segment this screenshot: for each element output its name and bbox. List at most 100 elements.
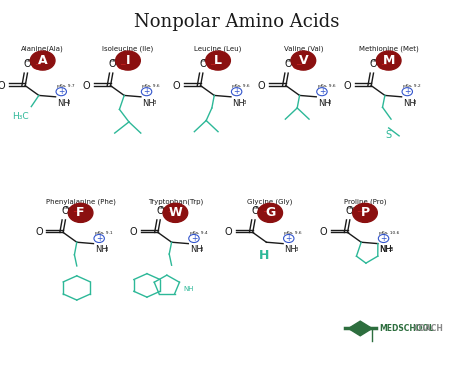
Text: NH: NH	[57, 99, 70, 108]
Text: Alanine(Ala): Alanine(Ala)	[21, 46, 64, 52]
Text: 3: 3	[389, 247, 393, 251]
Text: NH: NH	[379, 246, 392, 254]
Text: NH: NH	[284, 246, 297, 254]
Text: O: O	[62, 206, 69, 215]
Text: pKa, 9.7: pKa, 9.7	[57, 84, 74, 88]
Text: O: O	[284, 59, 292, 69]
Text: +: +	[285, 234, 292, 243]
Polygon shape	[348, 321, 372, 336]
Text: +: +	[96, 234, 102, 243]
Text: O: O	[0, 81, 5, 91]
Text: +: +	[58, 87, 64, 96]
Text: −: −	[356, 207, 363, 216]
Circle shape	[353, 203, 377, 222]
Circle shape	[30, 51, 55, 70]
Circle shape	[189, 235, 199, 243]
Text: −: −	[210, 61, 216, 69]
Text: O: O	[370, 59, 377, 69]
Circle shape	[163, 203, 188, 222]
Text: O: O	[173, 81, 180, 91]
Text: NH: NH	[142, 99, 155, 108]
Text: pKa, 1.8: pKa, 1.8	[63, 206, 81, 210]
Text: −: −	[380, 61, 387, 69]
Text: NH: NH	[403, 99, 416, 108]
Text: M: M	[383, 54, 395, 67]
Text: Methionine (Met): Methionine (Met)	[359, 46, 419, 52]
Circle shape	[402, 88, 412, 96]
Text: pKa, 9.6: pKa, 9.6	[284, 231, 302, 235]
Circle shape	[56, 88, 66, 96]
Text: NH: NH	[190, 246, 202, 254]
Text: V: V	[299, 54, 308, 67]
Text: pKa, 2.3: pKa, 2.3	[25, 59, 43, 63]
Text: NH: NH	[232, 99, 245, 108]
Circle shape	[32, 61, 43, 69]
Text: pKa, 2.3: pKa, 2.3	[371, 59, 389, 63]
Text: O: O	[346, 206, 354, 215]
Circle shape	[293, 61, 303, 69]
Text: −: −	[72, 207, 79, 216]
Text: O: O	[130, 228, 137, 237]
Text: −: −	[167, 207, 173, 216]
Text: O: O	[24, 59, 31, 69]
Circle shape	[165, 208, 175, 216]
Text: pKa, 9.6: pKa, 9.6	[318, 84, 335, 88]
Text: O: O	[258, 81, 265, 91]
Text: 2: 2	[388, 247, 392, 251]
Text: +: +	[233, 87, 240, 96]
Circle shape	[118, 61, 128, 69]
Text: Nonpolar Amino Acids: Nonpolar Amino Acids	[134, 13, 340, 31]
Text: W: W	[168, 206, 182, 219]
Text: O: O	[199, 59, 207, 69]
Text: +: +	[191, 234, 197, 243]
Text: MEDSCHOOL: MEDSCHOOL	[379, 324, 434, 333]
Text: A: A	[38, 54, 47, 67]
Circle shape	[317, 88, 327, 96]
Text: 3: 3	[200, 247, 203, 251]
Text: 3: 3	[105, 247, 109, 251]
Text: NH: NH	[379, 246, 392, 254]
Text: G: G	[265, 206, 275, 219]
Text: 3: 3	[328, 100, 331, 105]
Text: NH: NH	[183, 286, 194, 292]
Circle shape	[231, 88, 242, 96]
Text: pKa, 9.6: pKa, 9.6	[142, 84, 160, 88]
Circle shape	[260, 208, 270, 216]
Text: pKa, 2.4: pKa, 2.4	[110, 59, 128, 63]
Circle shape	[355, 208, 365, 216]
Circle shape	[378, 235, 389, 243]
Circle shape	[68, 203, 93, 222]
Text: O: O	[343, 81, 351, 91]
Text: NH: NH	[95, 246, 108, 254]
Text: −: −	[119, 61, 126, 69]
Text: Phenylalanine (Phe): Phenylalanine (Phe)	[46, 198, 116, 205]
Text: pKa, 9.1: pKa, 9.1	[95, 231, 112, 235]
Text: O: O	[35, 228, 43, 237]
Circle shape	[378, 61, 389, 69]
Text: pKa, 2.8: pKa, 2.8	[158, 206, 175, 210]
Text: P: P	[360, 206, 370, 219]
Text: pKa, 2.0: pKa, 2.0	[347, 206, 365, 210]
Circle shape	[283, 235, 294, 243]
Text: O: O	[109, 59, 117, 69]
Text: pKa, 2.3: pKa, 2.3	[253, 206, 270, 210]
Text: O: O	[251, 206, 259, 215]
Circle shape	[258, 203, 283, 222]
Text: I: I	[126, 54, 130, 67]
Text: Proline (Pro): Proline (Pro)	[344, 198, 386, 205]
Circle shape	[94, 235, 104, 243]
Text: Leucine (Leu): Leucine (Leu)	[194, 46, 242, 52]
Circle shape	[376, 51, 401, 70]
Text: pKa, 10.6: pKa, 10.6	[379, 231, 400, 235]
Text: 3: 3	[152, 100, 156, 105]
Circle shape	[141, 88, 152, 96]
Text: Valine (Val): Valine (Val)	[283, 46, 323, 52]
Text: NH: NH	[318, 99, 330, 108]
Text: O: O	[82, 81, 90, 91]
Text: pKa, 9.2: pKa, 9.2	[403, 84, 420, 88]
Text: Tryptophan(Trp): Tryptophan(Trp)	[148, 198, 203, 205]
Circle shape	[208, 61, 218, 69]
Text: pKa, 9.6: pKa, 9.6	[232, 84, 250, 88]
Text: O: O	[156, 206, 164, 215]
Text: 3: 3	[242, 100, 246, 105]
